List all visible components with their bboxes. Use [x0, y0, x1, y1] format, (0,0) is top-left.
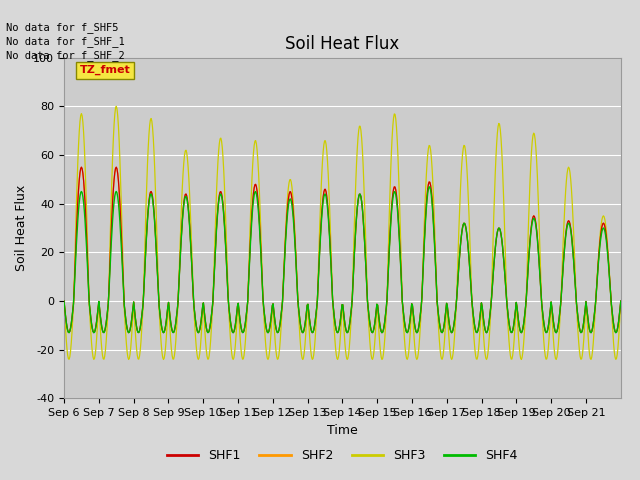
- Title: Soil Heat Flux: Soil Heat Flux: [285, 35, 399, 53]
- Text: No data for f_SHF5: No data for f_SHF5: [6, 22, 119, 33]
- X-axis label: Time: Time: [327, 424, 358, 437]
- Text: TZ_fmet: TZ_fmet: [79, 65, 131, 75]
- Legend: SHF1, SHF2, SHF3, SHF4: SHF1, SHF2, SHF3, SHF4: [162, 444, 523, 467]
- Text: No data for f_SHF_2: No data for f_SHF_2: [6, 50, 125, 61]
- Y-axis label: Soil Heat Flux: Soil Heat Flux: [15, 185, 28, 271]
- Text: No data for f_SHF_1: No data for f_SHF_1: [6, 36, 125, 47]
